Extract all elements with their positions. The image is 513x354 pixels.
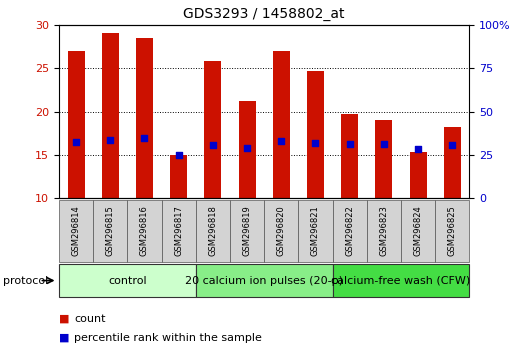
Bar	[332, 264, 469, 297]
Point	[243, 145, 251, 151]
Bar	[196, 264, 332, 297]
Point	[141, 135, 149, 140]
Text: 20 calcium ion pulses (20-p): 20 calcium ion pulses (20-p)	[185, 275, 343, 286]
Bar	[162, 200, 196, 262]
Text: GSM296823: GSM296823	[380, 206, 388, 256]
Bar	[127, 200, 162, 262]
Text: ■: ■	[59, 314, 69, 324]
Bar	[68, 51, 85, 198]
Point	[209, 143, 217, 148]
Text: calcium-free wash (CFW): calcium-free wash (CFW)	[331, 275, 470, 286]
Bar	[299, 200, 332, 262]
Bar	[401, 200, 435, 262]
Bar	[204, 61, 222, 198]
Point	[346, 142, 354, 147]
Text: GSM296825: GSM296825	[448, 206, 457, 256]
Point	[380, 142, 388, 147]
Text: GSM296815: GSM296815	[106, 206, 115, 256]
Text: GSM296821: GSM296821	[311, 206, 320, 256]
Bar	[136, 38, 153, 198]
Bar	[230, 200, 264, 262]
Bar	[59, 264, 196, 297]
Point	[277, 138, 285, 144]
Text: protocol: protocol	[3, 275, 48, 286]
Bar	[239, 101, 255, 198]
Text: GSM296820: GSM296820	[277, 206, 286, 256]
Bar	[59, 200, 93, 262]
Bar	[444, 127, 461, 198]
Bar	[264, 200, 299, 262]
Text: percentile rank within the sample: percentile rank within the sample	[74, 333, 262, 343]
Text: GSM296822: GSM296822	[345, 206, 354, 256]
Text: ■: ■	[59, 333, 69, 343]
Text: GSM296816: GSM296816	[140, 206, 149, 256]
Point	[311, 140, 320, 145]
Bar	[273, 51, 290, 198]
Bar	[435, 200, 469, 262]
Point	[414, 146, 422, 152]
Bar	[367, 200, 401, 262]
Bar	[102, 33, 119, 198]
Bar	[341, 114, 358, 198]
Point	[174, 152, 183, 158]
Text: GSM296824: GSM296824	[413, 206, 423, 256]
Text: GSM296818: GSM296818	[208, 206, 218, 256]
Bar	[376, 120, 392, 198]
Text: GSM296817: GSM296817	[174, 206, 183, 256]
Point	[448, 143, 457, 148]
Bar	[170, 155, 187, 198]
Point	[72, 139, 80, 145]
Bar	[332, 200, 367, 262]
Title: GDS3293 / 1458802_at: GDS3293 / 1458802_at	[184, 7, 345, 21]
Text: count: count	[74, 314, 106, 324]
Bar	[409, 152, 427, 198]
Text: GSM296819: GSM296819	[243, 206, 251, 256]
Point	[106, 137, 114, 143]
Bar	[307, 71, 324, 198]
Text: GSM296814: GSM296814	[72, 206, 81, 256]
Text: control: control	[108, 275, 147, 286]
Bar	[93, 200, 127, 262]
Bar	[196, 200, 230, 262]
